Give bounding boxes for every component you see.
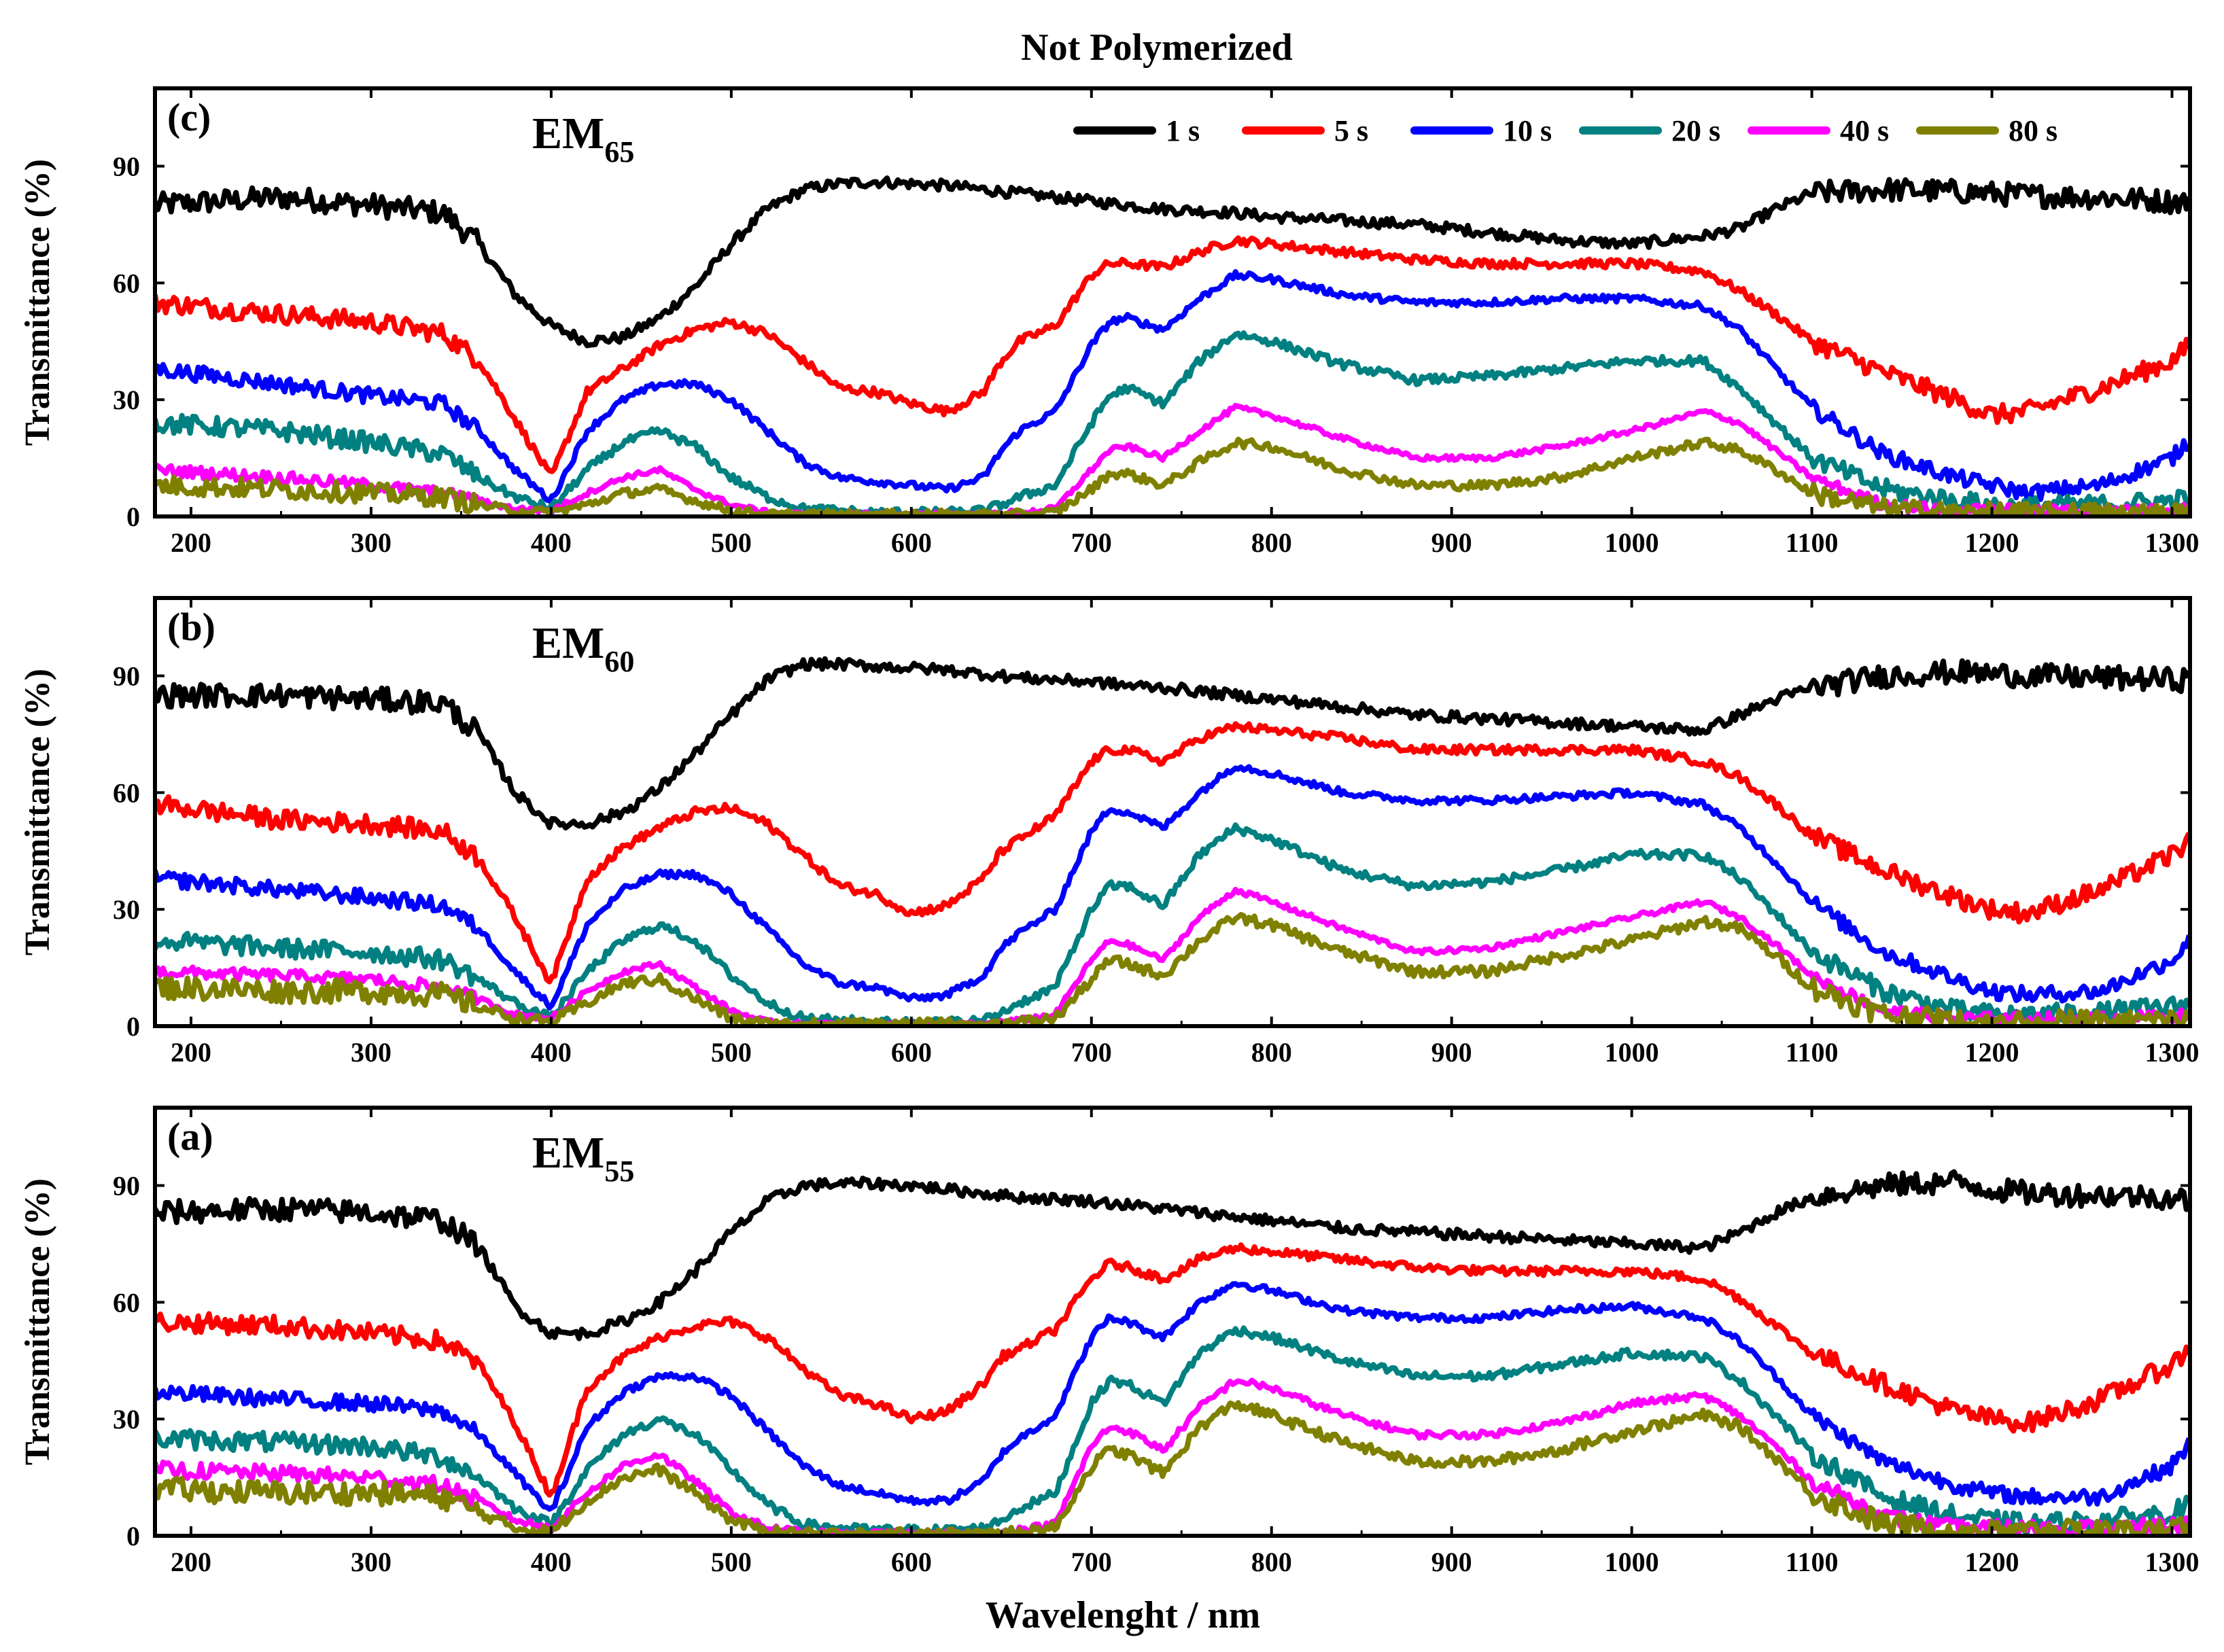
x-tick-label: 1200: [1965, 1547, 2019, 1577]
panel-letter: (b): [167, 605, 215, 649]
series-line-20s: [155, 822, 2190, 1026]
x-tick-label: 300: [351, 1037, 392, 1068]
series-line-5s: [155, 721, 2190, 985]
series-line-80s: [155, 912, 2190, 1026]
panel-letter: (c): [167, 95, 211, 139]
y-tick-label: 0: [126, 1521, 140, 1551]
x-tick-label: 400: [531, 527, 572, 558]
y-tick-label: 60: [113, 777, 140, 808]
series-line-1s: [155, 175, 2190, 349]
plot-frame: [153, 1106, 2192, 1538]
sample-label-base: EM: [532, 109, 604, 158]
legend-label: 10 s: [1503, 114, 1552, 147]
y-tick-label: 30: [113, 1404, 140, 1435]
legend-label: 20 s: [1671, 114, 1720, 147]
x-tick-label: 900: [1431, 527, 1472, 558]
series-line-20s: [155, 330, 2190, 516]
series-line-80s: [155, 436, 2190, 516]
x-tick-label: 900: [1431, 1037, 1472, 1068]
figure-title: Not Polymerized: [1021, 27, 1293, 69]
sample-label: EM60: [532, 618, 634, 678]
series-group: [155, 1169, 2190, 1536]
y-tick-label: 90: [113, 661, 140, 692]
sample-label-subscript: 55: [604, 1155, 634, 1188]
legend-label: 5 s: [1334, 114, 1368, 147]
x-tick-label: 1000: [1605, 1037, 1659, 1068]
x-tick-label: 600: [891, 1547, 932, 1577]
series-line-80s: [155, 1400, 2190, 1536]
x-tick-label: 800: [1251, 1547, 1292, 1577]
x-tick-label: 800: [1251, 527, 1292, 558]
x-tick-label: 1100: [1786, 1037, 1839, 1068]
x-tick-label: 200: [171, 1547, 211, 1577]
x-tick-label: 500: [711, 527, 752, 558]
y-tick-label: 60: [113, 1287, 140, 1318]
x-tick-label: 600: [891, 1037, 932, 1068]
x-tick-label: 500: [711, 1037, 752, 1068]
x-tick-label: 200: [171, 1037, 211, 1068]
panels-group: 200 300 400 500 600 700 800 900 1000 1100 1200 1300…: [18, 86, 2200, 1577]
panel-b: 200 300 400 500 600 700 800 900 1000 1100 1200 1300…: [18, 596, 2200, 1068]
series-line-5s: [155, 1242, 2190, 1498]
series-line-40s: [155, 1377, 2190, 1536]
sample-label: EM65: [532, 109, 634, 169]
y-tick-label: 90: [113, 152, 140, 182]
panel-c: 200 300 400 500 600 700 800 900 1000 1100 1200 1300…: [18, 86, 2200, 558]
panel-a: 200 300 400 500 600 700 800 900 1000 1100 1200 1300…: [18, 1106, 2200, 1577]
plot-frame: [153, 86, 2192, 519]
legend-label: 1 s: [1166, 114, 1200, 147]
series-line-1s: [155, 656, 2190, 831]
legend: 1 s 5 s 10 s 20 s 40 s 80 s: [1073, 114, 2057, 147]
sample-label-base: EM: [532, 1128, 604, 1178]
x-tick-label: 700: [1071, 1547, 1112, 1577]
y-tick-label: 0: [126, 502, 140, 532]
x-tick-label: 800: [1251, 1037, 1292, 1068]
panel-letter: (a): [167, 1114, 213, 1159]
x-tick-label: 1300: [2145, 1547, 2200, 1577]
x-tick-label: 1100: [1786, 527, 1839, 558]
legend-label: 40 s: [1840, 114, 1889, 147]
plot-frame: [153, 596, 2192, 1028]
y-tick-label: 30: [113, 385, 140, 415]
sample-label-base: EM: [532, 618, 604, 668]
series-line-10s: [155, 269, 2190, 504]
x-tick-label: 1100: [1786, 1547, 1839, 1577]
x-tick-label: 500: [711, 1547, 752, 1577]
series-group: [155, 656, 2190, 1026]
series-line-10s: [155, 764, 2190, 1011]
x-tick-label: 1200: [1965, 527, 2019, 558]
x-tick-label: 1200: [1965, 1037, 2019, 1068]
sample-label-subscript: 60: [604, 645, 634, 678]
sample-label: EM55: [532, 1128, 634, 1188]
x-tick-label: 600: [891, 527, 932, 558]
series-group: [155, 175, 2190, 516]
x-tick-label: 1300: [2145, 1037, 2200, 1068]
x-axis-label: Wavelenght / nm: [986, 1594, 1260, 1636]
x-tick-label: 700: [1071, 527, 1112, 558]
x-tick-label: 700: [1071, 1037, 1112, 1068]
x-tick-label: 400: [531, 1037, 572, 1068]
sample-label-subscript: 65: [604, 135, 634, 169]
y-tick-label: 30: [113, 894, 140, 925]
x-tick-label: 200: [171, 527, 211, 558]
series-line-1s: [155, 1169, 2190, 1341]
series-line-10s: [155, 1281, 2190, 1512]
x-tick-label: 1300: [2145, 527, 2200, 558]
x-tick-label: 300: [351, 527, 392, 558]
x-tick-label: 1000: [1605, 1547, 1659, 1577]
x-tick-label: 300: [351, 1547, 392, 1577]
y-tick-label: 0: [126, 1011, 140, 1042]
x-tick-label: 400: [531, 1547, 572, 1577]
y-axis-label: Transmittance (%): [18, 159, 57, 446]
series-line-5s: [155, 235, 2190, 474]
y-axis-label: Transmittance (%): [18, 1178, 57, 1465]
y-axis-label: Transmittance (%): [18, 669, 57, 955]
y-tick-label: 60: [113, 268, 140, 298]
legend-label: 80 s: [2009, 114, 2057, 147]
series-line-20s: [155, 1325, 2190, 1536]
x-tick-label: 1000: [1605, 527, 1659, 558]
x-tick-label: 900: [1431, 1547, 1472, 1577]
y-tick-label: 90: [113, 1171, 140, 1201]
